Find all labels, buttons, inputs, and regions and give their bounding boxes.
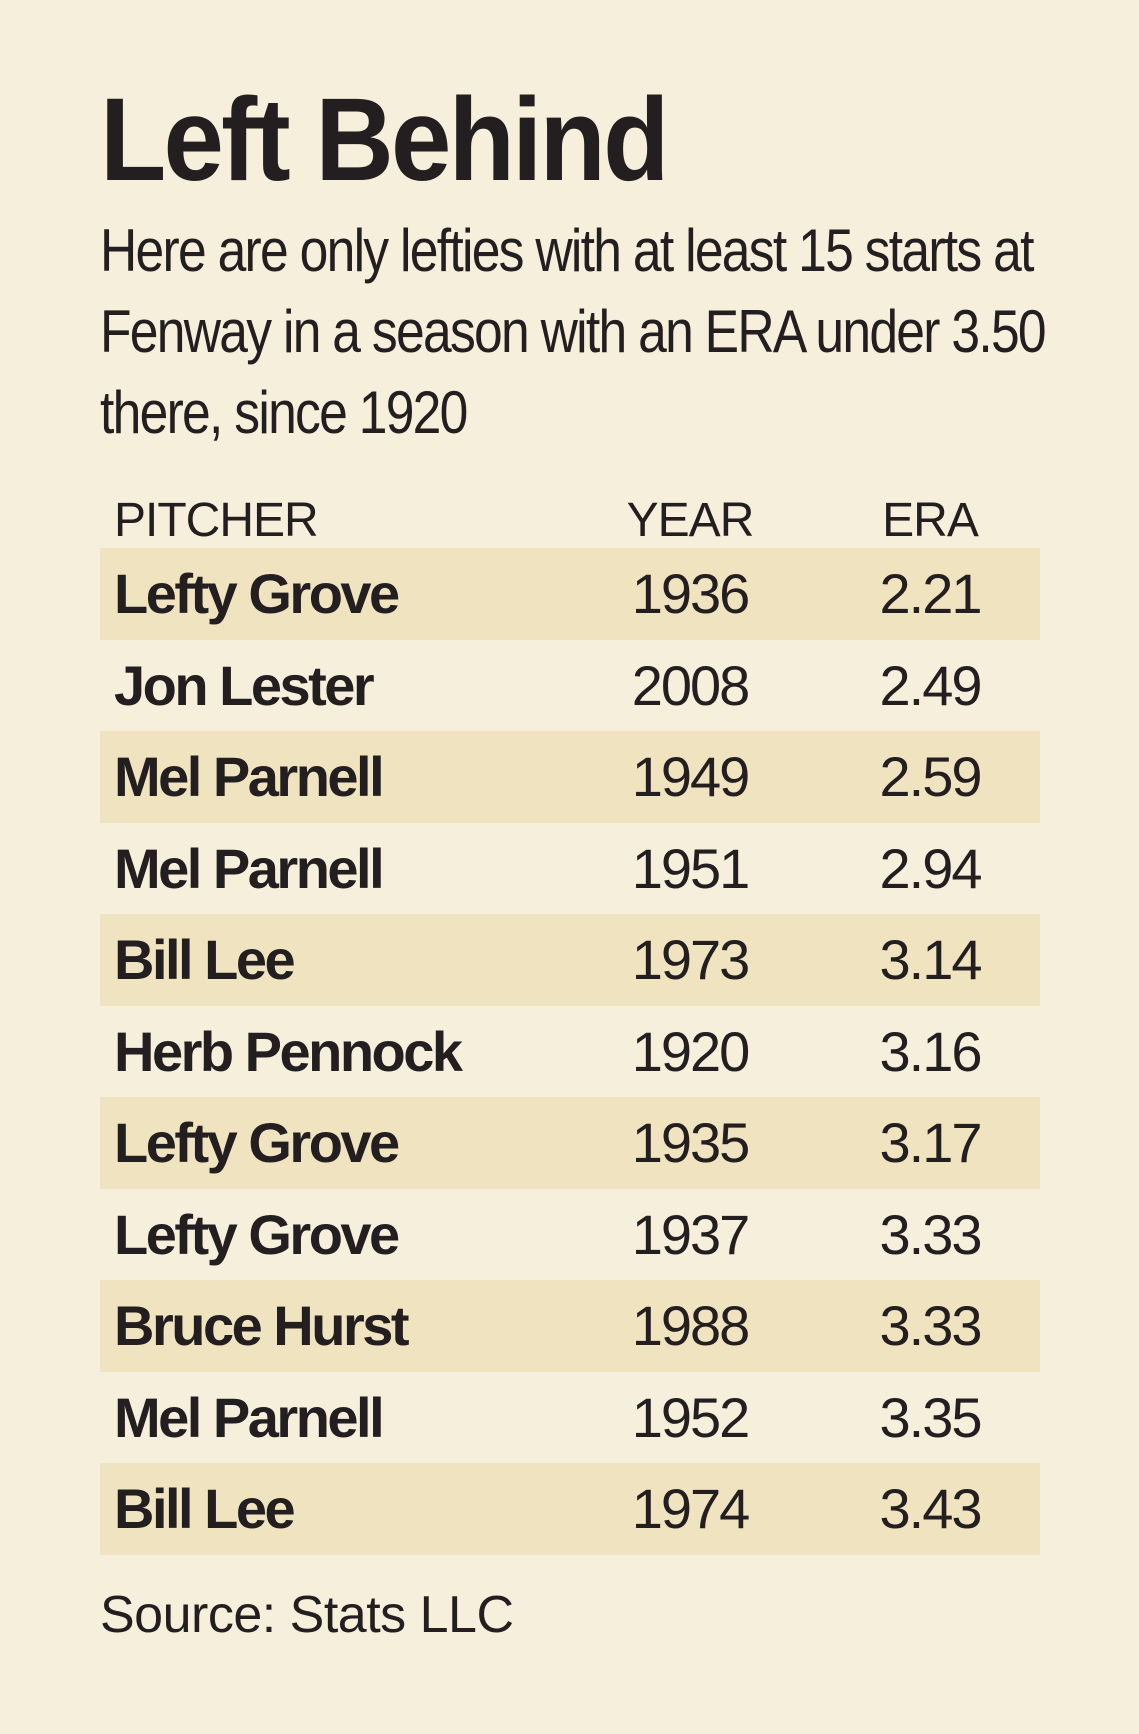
year-cell: 1988 (631, 1294, 751, 1358)
pitcher-cell: Lefty Grove (114, 1202, 400, 1266)
table-body: Lefty Grove 1936 2.21 Jon Lester 2008 2.49 Mel… (100, 548, 1040, 1555)
era-cell: 3.43 (879, 1477, 983, 1541)
table-row: Lefty Grove 1935 3.17 (100, 1097, 1040, 1189)
year-cell: 1937 (631, 1202, 751, 1266)
header-pitcher: PITCHER (114, 494, 319, 547)
era-cell: 2.49 (879, 653, 983, 717)
table-row: Bill Lee 1973 3.14 (100, 914, 1040, 1006)
year-cell: 1974 (631, 1477, 751, 1541)
table-header: PITCHER YEAR ERA (100, 488, 1040, 548)
era-cell: 2.21 (879, 562, 983, 626)
year-cell: 1949 (631, 745, 751, 809)
pitcher-cell: Lefty Grove (114, 562, 400, 626)
era-cell: 3.35 (879, 1385, 983, 1449)
year-cell: 1973 (631, 928, 751, 992)
pitcher-cell: Jon Lester (114, 653, 375, 717)
subtitle: Here are only lefties with at least 15 s… (100, 217, 1047, 446)
era-cell: 3.16 (879, 1019, 983, 1083)
era-cell: 2.59 (879, 745, 983, 809)
pitcher-cell: Bruce Hurst (114, 1294, 410, 1358)
table-row: Mel Parnell 1949 2.59 (100, 731, 1040, 823)
page-title: Left Behind (100, 74, 669, 206)
table-row: Lefty Grove 1937 3.33 (100, 1189, 1040, 1281)
table-row: Herb Pennock 1920 3.16 (100, 1006, 1040, 1098)
pitcher-cell: Bill Lee (114, 928, 296, 992)
year-cell: 1920 (631, 1019, 751, 1083)
header-era: ERA (882, 494, 979, 547)
year-cell: 1952 (631, 1385, 751, 1449)
era-cell: 3.17 (879, 1111, 983, 1175)
table-row: Lefty Grove 1936 2.21 (100, 548, 1040, 640)
table-row: Mel Parnell 1952 3.35 (100, 1372, 1040, 1464)
table-row: Mel Parnell 1951 2.94 (100, 823, 1040, 915)
source-note: Source: Stats LLC (100, 1586, 514, 1644)
era-cell: 3.33 (879, 1294, 983, 1358)
pitcher-cell: Herb Pennock (114, 1019, 463, 1083)
pitchers-table: PITCHER YEAR ERA Lefty Grove 1936 2.21 Jon … (100, 488, 1040, 1555)
era-cell: 3.14 (879, 928, 983, 992)
year-cell: 1935 (631, 1111, 751, 1175)
pitcher-cell: Bill Lee (114, 1477, 296, 1541)
year-cell: 1936 (631, 562, 751, 626)
year-cell: 1951 (631, 836, 751, 900)
pitcher-cell: Mel Parnell (114, 745, 385, 809)
year-cell: 2008 (631, 653, 751, 717)
pitcher-cell: Mel Parnell (114, 836, 385, 900)
era-cell: 2.94 (879, 836, 983, 900)
header-year: YEAR (626, 494, 755, 547)
pitcher-cell: Mel Parnell (114, 1385, 385, 1449)
table-row: Jon Lester 2008 2.49 (100, 640, 1040, 732)
table-row: Bill Lee 1974 3.43 (100, 1463, 1040, 1555)
era-cell: 3.33 (879, 1202, 983, 1266)
table-row: Bruce Hurst 1988 3.33 (100, 1280, 1040, 1372)
pitcher-cell: Lefty Grove (114, 1111, 400, 1175)
